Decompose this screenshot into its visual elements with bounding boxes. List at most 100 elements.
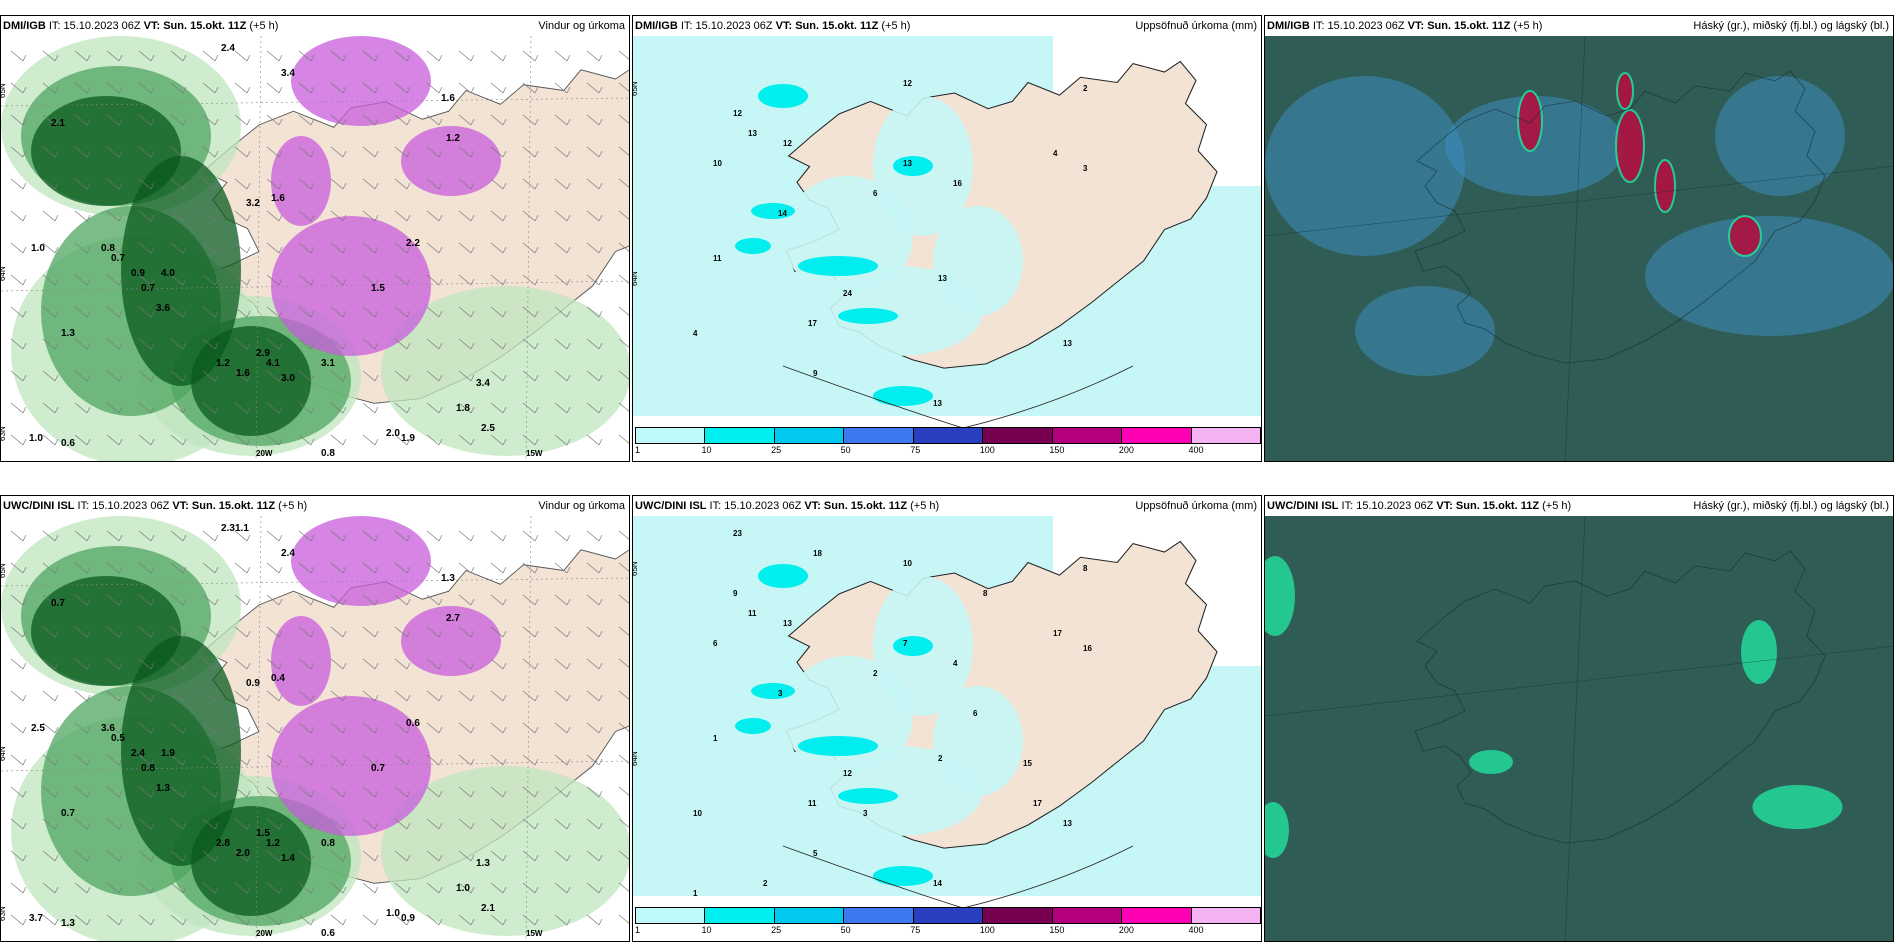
precip-value-label: 3.1 bbox=[321, 358, 335, 369]
legend-swatch bbox=[636, 908, 706, 923]
precip-value-label: 18 bbox=[813, 549, 822, 558]
precip-value-label: 10 bbox=[903, 559, 912, 568]
precip-value-label: 0.4 bbox=[271, 673, 285, 684]
lat-label: 65N bbox=[633, 81, 639, 96]
precip-value-label: 1.1 bbox=[235, 523, 249, 534]
precip-value-label: 14 bbox=[778, 209, 787, 218]
product-label: Háský (gr.), miðský (fj.bl.) og lágský (… bbox=[1693, 20, 1889, 32]
lat-label: 65N bbox=[633, 561, 639, 576]
precip-value-label: 1.0 bbox=[456, 883, 470, 894]
precip-value-label: 2.5 bbox=[481, 423, 495, 434]
legend-tick-label: 75 bbox=[910, 445, 921, 455]
legend-tick-label: 10 bbox=[701, 445, 712, 455]
product-label: Vindur og úrkoma bbox=[538, 500, 625, 512]
legend-swatch bbox=[1122, 428, 1192, 443]
precip-value-label: 2.5 bbox=[31, 723, 45, 734]
panel-title: DMI/IGB IT: 15.10.2023 06Z VT: Sun. 15.o… bbox=[1, 16, 629, 36]
legend-tick-label: 50 bbox=[840, 445, 851, 455]
legend-tick-label: 25 bbox=[771, 925, 782, 935]
precip-value-label: 2.4 bbox=[221, 43, 235, 54]
lat-label: 64N bbox=[1, 266, 7, 281]
precip-value-label: 0.9 bbox=[401, 913, 415, 924]
precip-value-label: 1 bbox=[693, 889, 698, 898]
precip-value-label: 7 bbox=[903, 639, 908, 648]
precip-value-label: 0.8 bbox=[321, 448, 335, 459]
precip-value-label: 0.7 bbox=[61, 808, 75, 819]
precip-value-label: 8 bbox=[1083, 564, 1088, 573]
legend-tick-label: 10 bbox=[701, 925, 712, 935]
precip-value-label: 4.1 bbox=[266, 358, 280, 369]
legend-swatch bbox=[1122, 908, 1192, 923]
precip-value-label: 2.7 bbox=[446, 613, 460, 624]
lon-label: 20W bbox=[256, 929, 273, 938]
precip-value-label: 2.0 bbox=[386, 428, 400, 439]
legend-swatch bbox=[1052, 908, 1123, 923]
precip-value-label: 2 bbox=[1083, 84, 1088, 93]
legend-tick-label: 1 bbox=[635, 925, 641, 935]
precip-value-label: 1.0 bbox=[386, 908, 400, 919]
precip-value-label: 11 bbox=[748, 609, 757, 618]
legend-tick-label: 150 bbox=[1049, 445, 1065, 455]
panel-clouds-uwc: UWC/DINI ISL IT: 15.10.2023 06Z VT: Sun.… bbox=[1264, 495, 1894, 942]
panel-wind-precip-uwc: UWC/DINI ISL IT: 15.10.2023 06Z VT: Sun.… bbox=[0, 495, 630, 942]
precip-value-label: 1.0 bbox=[31, 243, 45, 254]
accum-precip-map: 65N 64N 12 12 2 13 12 13 16 10 6 4 3 14 11 13 24 17 4 9 13 13 bbox=[633, 36, 1261, 461]
legend-tick-label: 200 bbox=[1118, 445, 1134, 455]
panel-accum-precip-dmi: DMI/IGB IT: 15.10.2023 06Z VT: Sun. 15.o… bbox=[632, 15, 1262, 462]
legend-ticks: 1 10 25 50 75 100 150 200 400 bbox=[635, 924, 1261, 936]
precip-value-label: 17 bbox=[1033, 799, 1042, 808]
panel-accum-precip-uwc: UWC/DINI ISL IT: 15.10.2023 06Z VT: Sun.… bbox=[632, 495, 1262, 942]
panel-wind-precip-dmi: DMI/IGB IT: 15.10.2023 06Z VT: Sun. 15.o… bbox=[0, 15, 630, 462]
precip-value-label: 2.1 bbox=[481, 903, 495, 914]
lon-label: 15W bbox=[526, 449, 543, 458]
precip-value-label: 1.0 bbox=[29, 433, 43, 444]
precip-value-label: 3.6 bbox=[156, 303, 170, 314]
precip-value-label: 8 bbox=[983, 589, 988, 598]
precip-value-label: 3.4 bbox=[281, 68, 295, 79]
legend-tick-label: 100 bbox=[979, 925, 995, 935]
precip-value-label: 12 bbox=[843, 769, 852, 778]
accum-precip-map: 65N64N9108111374621716312121110514132318… bbox=[633, 516, 1261, 941]
precip-value-label: 24 bbox=[843, 289, 852, 298]
precip-value-label: 3 bbox=[863, 809, 868, 818]
precip-value-label: 1.4 bbox=[281, 853, 295, 864]
precip-value-label: 9 bbox=[813, 369, 818, 378]
precip-value-label: 15 bbox=[1023, 759, 1032, 768]
precip-value-label: 1.2 bbox=[216, 358, 230, 369]
lon-label: 20W bbox=[256, 449, 273, 458]
legend-bar bbox=[635, 907, 1261, 924]
legend-tick-label: 1 bbox=[635, 445, 641, 455]
precip-value-label: 13 bbox=[748, 129, 757, 138]
precip-value-label: 13 bbox=[1063, 339, 1072, 348]
cloud-cover-map bbox=[1265, 516, 1893, 941]
precip-value-label: 6 bbox=[713, 639, 718, 648]
legend-swatch bbox=[913, 908, 984, 923]
precip-value-label: 12 bbox=[733, 109, 742, 118]
precip-value-label: 3.0 bbox=[281, 373, 295, 384]
precip-value-label: 0.6 bbox=[321, 928, 335, 939]
legend-swatch bbox=[983, 908, 1053, 923]
precip-value-label: 0.7 bbox=[141, 283, 155, 294]
legend-tick-label: 50 bbox=[840, 925, 851, 935]
precip-value-label: 2.1 bbox=[51, 118, 65, 129]
precip-value-label: 1.8 bbox=[456, 403, 470, 414]
legend-swatch bbox=[913, 428, 984, 443]
precip-value-label: 0.8 bbox=[321, 838, 335, 849]
precip-value-label: 23 bbox=[733, 529, 742, 538]
product-label: Uppsöfnuð úrkoma (mm) bbox=[1135, 500, 1257, 512]
legend-tick-label: 150 bbox=[1049, 925, 1065, 935]
precip-color-legend: 1 10 25 50 75 100 150 200 400 bbox=[635, 427, 1261, 455]
precip-value-label: 1.6 bbox=[271, 193, 285, 204]
precip-value-label: 1.5 bbox=[256, 828, 270, 839]
precip-value-label: 16 bbox=[1083, 644, 1092, 653]
precip-value-label: 4 bbox=[693, 329, 698, 338]
legend-tick-label: 25 bbox=[771, 445, 782, 455]
precip-value-label: 3 bbox=[778, 689, 783, 698]
legend-swatch bbox=[705, 908, 775, 923]
legend-swatch bbox=[1191, 908, 1260, 923]
precip-value-label: 0.9 bbox=[131, 268, 145, 279]
precip-value-label: 1.6 bbox=[441, 93, 455, 104]
precip-value-label: 17 bbox=[808, 319, 817, 328]
legend-tick-label: 100 bbox=[979, 445, 995, 455]
lat-label: 63N bbox=[1, 906, 7, 921]
